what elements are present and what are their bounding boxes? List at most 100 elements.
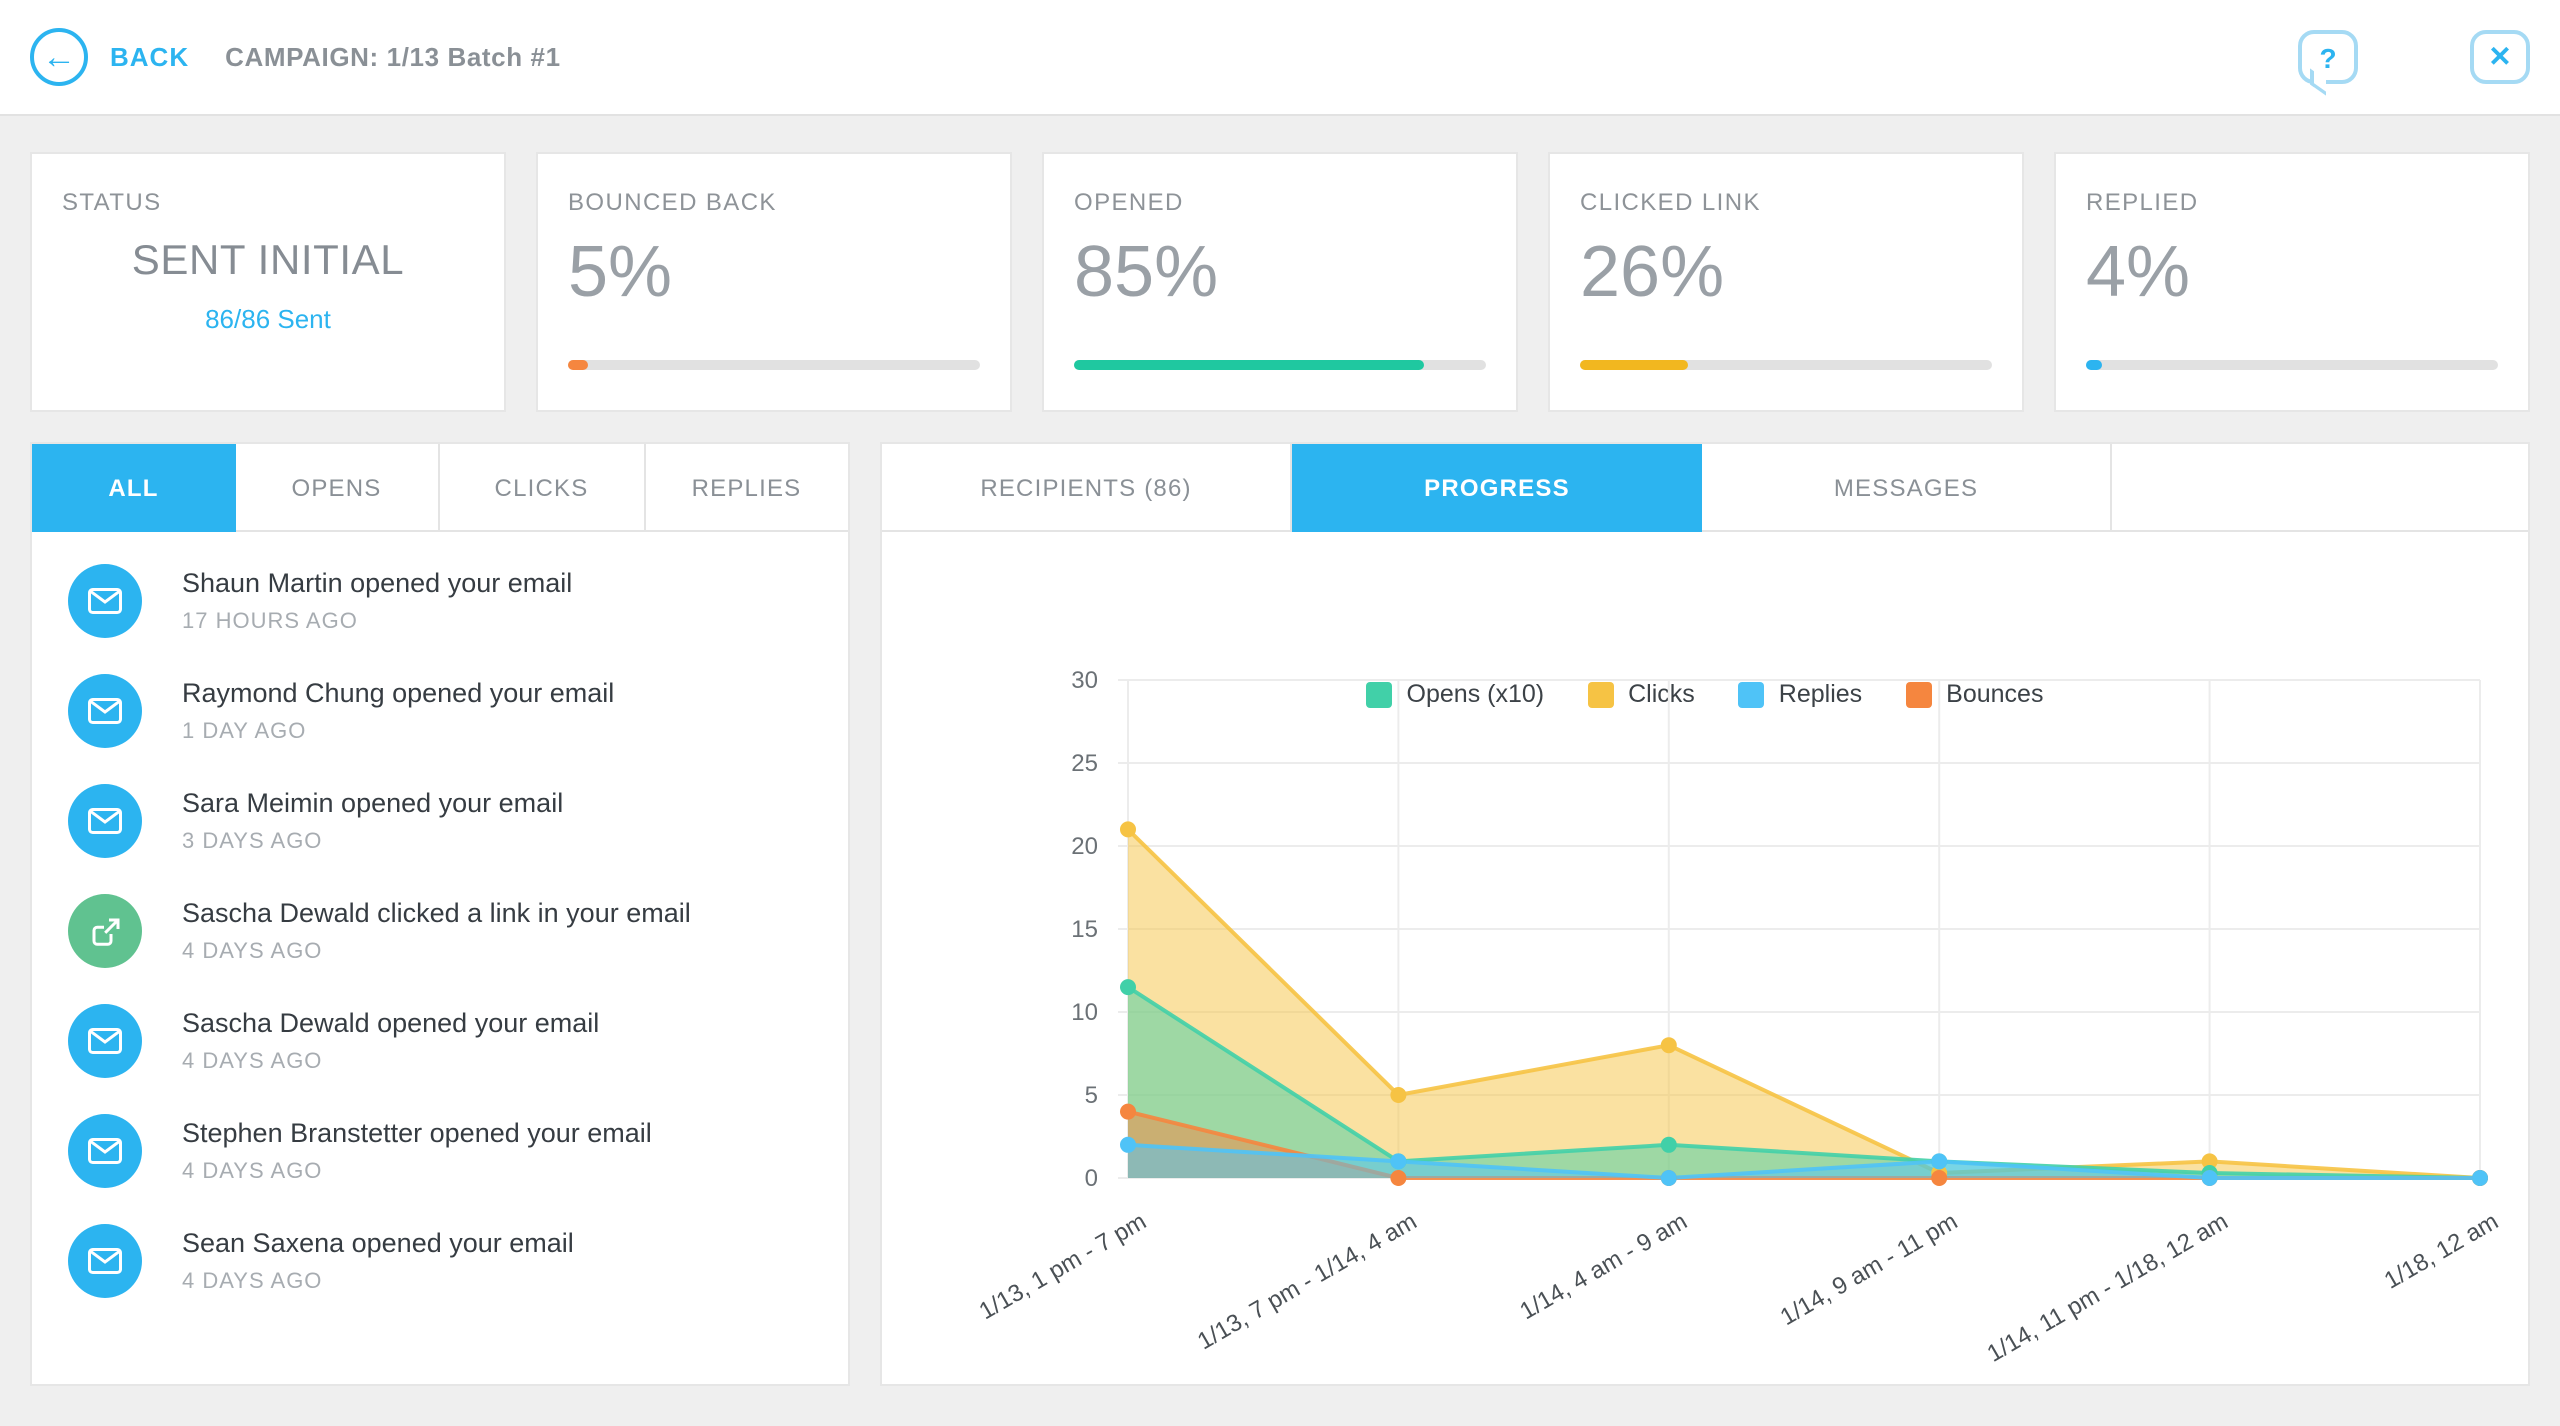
stat-progress-fill	[568, 360, 589, 370]
legend-label: Clicks	[1628, 680, 1695, 708]
tab-clicks[interactable]: CLICKS	[440, 444, 645, 532]
tab-replies[interactable]: REPLIES	[645, 444, 848, 532]
stat-progress-track	[1580, 360, 1992, 370]
activity-timestamp: 4 DAYS AGO	[182, 940, 323, 965]
activity-text-block: Sascha Dewald opened your email 4 DAYS AG…	[182, 1008, 599, 1074]
help-button[interactable]: ?	[2298, 30, 2358, 84]
list-item[interactable]: Raymond Chung opened your email 1 DAY AGO	[32, 656, 848, 766]
stat-card-label: BOUNCED BACK	[568, 188, 777, 216]
activity-text-block: Stephen Branstetter opened your email 4 D…	[182, 1118, 652, 1184]
activity-timestamp: 4 DAYS AGO	[182, 1050, 323, 1075]
svg-text:25: 25	[1071, 750, 1098, 777]
list-item[interactable]: Shaun Martin opened your email 17 HOURS A…	[32, 546, 848, 656]
stat-progress-track	[2086, 360, 2498, 370]
svg-text:1/14, 11 pm - 1/18, 12 am: 1/14, 11 pm - 1/18, 12 am	[1983, 1208, 2233, 1368]
activity-text: Sascha Dewald clicked a link in your ema…	[182, 897, 691, 928]
back-arrow-icon[interactable]: ←	[30, 28, 88, 86]
stat-progress-fill	[2086, 360, 2103, 370]
svg-text:1/18, 12 am: 1/18, 12 am	[2380, 1208, 2503, 1295]
svg-text:10: 10	[1071, 999, 1098, 1026]
list-item[interactable]: Stephen Branstetter opened your email 4 D…	[32, 1096, 848, 1206]
svg-text:1/13, 7 pm - 1/14, 4 am: 1/13, 7 pm - 1/14, 4 am	[1193, 1208, 1421, 1355]
legend-item: Clicks	[1588, 680, 1695, 708]
stat-progress-fill	[1074, 360, 1425, 370]
list-item[interactable]: Sean Saxena opened your email 4 DAYS AGO	[32, 1206, 848, 1316]
detail-tabbar: RECIPIENTS (86) PROGRESS MESSAGES	[882, 444, 2528, 532]
chart-area: Opens (x10) Clicks Replies Bounces 0 5 10 15 20…	[882, 532, 2528, 1384]
list-item[interactable]: Sara Meimin opened your email 3 DAYS AGO	[32, 766, 848, 876]
activity-text-block: Sascha Dewald clicked a link in your ema…	[182, 898, 691, 964]
activity-text: Sascha Dewald opened your email	[182, 1007, 600, 1038]
email-open-icon	[68, 674, 142, 748]
stat-progress-track	[568, 360, 980, 370]
legend-swatch	[1588, 681, 1615, 707]
email-open-icon	[68, 784, 142, 858]
activity-text: Raymond Chung opened your email	[182, 677, 615, 708]
legend-swatch	[1906, 681, 1933, 707]
activity-text-block: Raymond Chung opened your email 1 DAY AGO	[182, 678, 614, 744]
stat-percent-value: 5%	[568, 230, 673, 312]
stat-card: BOUNCED BACK 5%	[536, 152, 1012, 412]
legend-item: Bounces	[1906, 680, 2043, 708]
stat-percent-value: 26%	[1580, 230, 1725, 312]
activity-list: Shaun Martin opened your email 17 HOURS A…	[32, 532, 848, 1384]
activity-text: Sara Meimin opened your email	[182, 787, 564, 818]
stat-progress-fill	[1580, 360, 1688, 370]
close-button[interactable]: ✕	[2470, 30, 2530, 84]
legend-label: Opens (x10)	[1406, 680, 1545, 708]
campaign-title: CAMPAIGN: 1/13 Batch #1	[225, 42, 561, 72]
svg-text:1/14, 9 am - 11 pm: 1/14, 9 am - 11 pm	[1776, 1208, 1962, 1331]
legend-label: Replies	[1778, 680, 1863, 708]
status-value: SENT INITIAL	[131, 238, 405, 284]
svg-text:20: 20	[1071, 833, 1098, 860]
progress-chart: 0 5 10 15 20 25 30 1/13, 1 pm - 7 pm 1/13, 7 pm …	[975, 667, 2503, 1368]
tab-opens[interactable]: OPENS	[235, 444, 440, 532]
stat-percent-value: 85%	[1074, 230, 1219, 312]
svg-text:15: 15	[1071, 916, 1098, 943]
stat-card: REPLIED 4%	[2054, 152, 2530, 412]
activity-text: Shaun Martin opened your email	[182, 567, 573, 598]
email-open-icon	[68, 1224, 142, 1298]
tab-recipients-86[interactable]: RECIPIENTS (86)	[882, 444, 1292, 532]
activity-timestamp: 3 DAYS AGO	[182, 830, 323, 855]
tab-progress[interactable]: PROGRESS	[1292, 444, 1702, 532]
stat-card: CLICKED LINK 26%	[1548, 152, 2024, 412]
header-bar: ← BACK CAMPAIGN: 1/13 Batch #1 ? ✕	[0, 0, 2560, 116]
svg-text:30: 30	[1071, 667, 1098, 694]
activity-timestamp: 1 DAY AGO	[182, 720, 307, 745]
tab-messages[interactable]: MESSAGES	[1702, 444, 2112, 532]
list-item[interactable]: Sascha Dewald clicked a link in your ema…	[32, 876, 848, 986]
tab-all[interactable]: ALL	[32, 444, 235, 532]
activity-tabbar: ALL OPENS CLICKS REPLIES	[32, 444, 848, 532]
legend-item: Replies	[1738, 680, 1863, 708]
email-open-icon	[68, 1004, 142, 1078]
activity-text-block: Shaun Martin opened your email 17 HOURS A…	[182, 568, 572, 634]
activity-text-block: Sean Saxena opened your email 4 DAYS AGO	[182, 1228, 574, 1294]
stat-card: STATUS SENT INITIAL 86/86 Sent	[30, 152, 506, 412]
stat-percent-value: 4%	[2086, 230, 2191, 312]
svg-text:5: 5	[1085, 1082, 1098, 1109]
activity-timestamp: 17 HOURS AGO	[182, 610, 358, 635]
stat-progress-track	[1074, 360, 1486, 370]
back-button[interactable]: BACK	[110, 42, 190, 72]
stat-card-label: REPLIED	[2086, 188, 2199, 216]
list-item[interactable]: Sascha Dewald opened your email 4 DAYS AG…	[32, 986, 848, 1096]
stat-card-label: OPENED	[1074, 188, 1184, 216]
svg-text:1/13, 1 pm - 7 pm: 1/13, 1 pm - 7 pm	[975, 1208, 1151, 1325]
svg-text:1/14, 4 am - 9 am: 1/14, 4 am - 9 am	[1515, 1208, 1691, 1325]
stat-card-label: STATUS	[62, 188, 162, 216]
activity-timestamp: 4 DAYS AGO	[182, 1270, 323, 1295]
stat-cards: STATUS SENT INITIAL 86/86 Sent BOUNCED BACK…	[30, 152, 2530, 412]
legend-swatch	[1738, 681, 1765, 707]
detail-tabbar-filler	[2112, 444, 2528, 532]
email-open-icon	[68, 564, 142, 638]
activity-text-block: Sara Meimin opened your email 3 DAYS AGO	[182, 788, 563, 854]
svg-text:0: 0	[1085, 1165, 1098, 1192]
link-click-icon	[68, 894, 142, 968]
activity-panel: ALL OPENS CLICKS REPLIES Shaun Martin opene…	[30, 442, 850, 1386]
legend-label: Bounces	[1946, 680, 2044, 708]
stat-card-label: CLICKED LINK	[1580, 188, 1761, 216]
sent-count-link[interactable]: 86/86 Sent	[205, 304, 331, 334]
activity-text: Stephen Branstetter opened your email	[182, 1117, 652, 1148]
